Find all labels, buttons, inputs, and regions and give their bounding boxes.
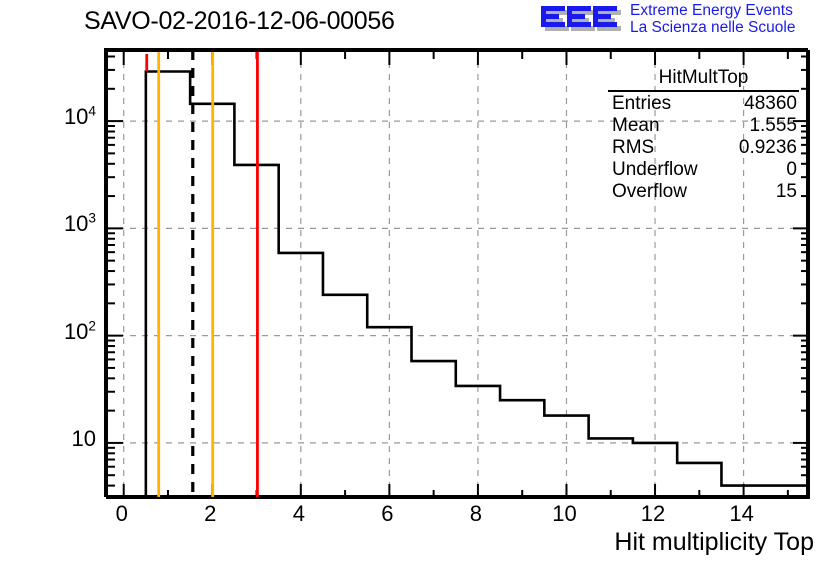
stats-row-value: 15: [775, 181, 797, 202]
stats-row-value: 1.555: [749, 115, 797, 136]
stats-rows: Entries 48360 Mean 1.555 RMS 0.9236 Underflow 0…: [608, 93, 799, 203]
stats-row-label: Mean: [612, 115, 660, 136]
stats-row: Entries 48360: [608, 93, 799, 115]
eee-logo-icon: [541, 6, 621, 31]
y-axis-tick-label: 103: [63, 211, 96, 237]
stats-row-value: 48360: [744, 93, 797, 114]
stats-box: HitMultTop Entries 48360 Mean 1.555 RMS 0.923…: [608, 66, 799, 203]
x-axis-tick-label: 10: [552, 501, 577, 526]
x-axis-tick-label: 12: [640, 501, 666, 526]
stats-row: Underflow 0: [608, 159, 799, 181]
stats-row-label: Overflow: [612, 181, 687, 202]
plot-frame: [104, 48, 810, 499]
frame-border: [106, 50, 810, 499]
stats-row-label: Entries: [612, 93, 672, 114]
x-axis-tick-label: 6: [381, 501, 394, 526]
x-axis-title: Hit multiplicity Top: [614, 528, 814, 556]
histogram-outline: [144, 70, 810, 499]
x-axis-tick-label: 14: [729, 501, 754, 526]
eee-logo: Extreme Energy Events La Scienza nelle S…: [540, 2, 832, 38]
page-title: SAVO-02-2016-12-06-00056: [84, 7, 395, 35]
eee-logo-text: Extreme Energy Events La Scienza nelle S…: [630, 2, 795, 36]
stats-divider: [608, 90, 799, 92]
stats-row-label: Underflow: [612, 159, 698, 180]
eee-logo-line1: Extreme Energy Events: [630, 2, 793, 19]
stats-row: RMS 0.9236: [608, 137, 799, 159]
y-axis-tick-label: 102: [63, 318, 96, 344]
y-axis-tick-label: 104: [63, 103, 96, 130]
x-axis-tick-label: 2: [204, 501, 217, 526]
x-axis-tick-label: 4: [292, 501, 305, 526]
stats-title: HitMultTop: [658, 67, 749, 88]
y-axis-labels: 10 102 103 104: [0, 0, 96, 572]
stats-row: Overflow 15: [608, 181, 799, 203]
x-axis-tick-label: 0: [115, 501, 128, 526]
eee-logo-line2: La Scienza nelle Scuole: [630, 19, 796, 36]
stats-row: Mean 1.555: [608, 115, 799, 137]
stats-row-value: 0: [786, 159, 797, 180]
stats-row-label: RMS: [612, 137, 655, 158]
y-axis-tick-label: 10: [71, 425, 96, 451]
stats-row-value: 0.9236: [738, 137, 797, 158]
histogram-svg: [106, 50, 810, 499]
x-axis-tick-label: 8: [469, 501, 483, 526]
